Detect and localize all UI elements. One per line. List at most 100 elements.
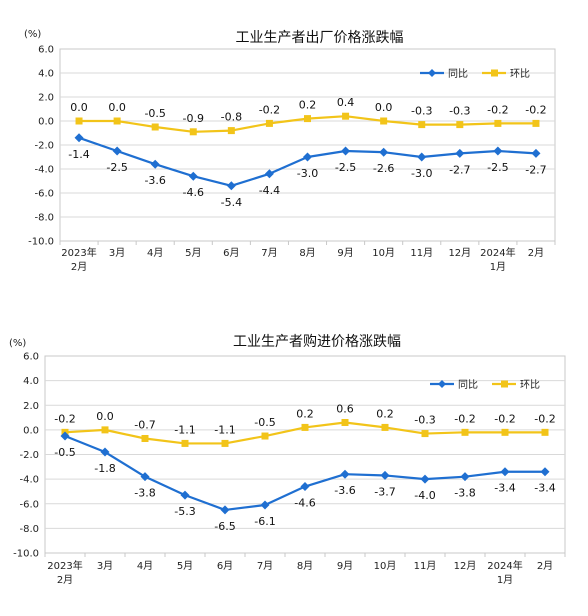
data-point-mom bbox=[532, 119, 540, 127]
data-label-mom: -1.1 bbox=[214, 423, 235, 436]
data-label-mom: -0.5 bbox=[254, 416, 275, 429]
x-tick-label: 5月 bbox=[185, 247, 201, 259]
data-label-mom: -0.2 bbox=[454, 412, 475, 425]
data-label-yoy: -3.4 bbox=[534, 482, 555, 495]
data-point-yoy bbox=[417, 152, 427, 162]
data-point-mom bbox=[151, 123, 159, 131]
legend-marker-yoy bbox=[428, 69, 436, 77]
data-point-mom bbox=[421, 430, 429, 438]
data-point-yoy bbox=[455, 148, 465, 158]
x-tick-label: 5月 bbox=[177, 560, 193, 572]
data-label-yoy: -3.4 bbox=[494, 482, 515, 495]
y-tick-label: 4.0 bbox=[38, 69, 54, 80]
legend-label: 环比 bbox=[520, 379, 540, 391]
data-label-yoy: -2.5 bbox=[106, 161, 127, 174]
x-tick-label: 2023年 bbox=[61, 246, 96, 259]
x-tick-label: 11月 bbox=[414, 560, 437, 572]
data-label-mom: -0.2 bbox=[525, 103, 546, 116]
data-label-mom: -0.9 bbox=[183, 112, 204, 125]
data-label-yoy: -2.5 bbox=[487, 161, 508, 174]
x-tick-label: 3月 bbox=[97, 560, 113, 572]
data-point-yoy bbox=[540, 467, 550, 477]
data-label-mom: -0.2 bbox=[534, 412, 555, 425]
data-point-yoy bbox=[226, 181, 236, 191]
data-point-yoy bbox=[60, 431, 70, 441]
y-tick-label: 0.0 bbox=[23, 425, 39, 436]
x-tick-label: 2月 bbox=[528, 247, 544, 259]
data-point-yoy bbox=[379, 147, 389, 157]
data-point-mom bbox=[221, 439, 229, 447]
data-label-mom: -0.2 bbox=[494, 412, 515, 425]
data-point-yoy bbox=[74, 133, 84, 143]
data-label-yoy: -3.8 bbox=[454, 487, 475, 500]
data-label-mom: -0.5 bbox=[144, 107, 165, 120]
y-tick-label: -6.0 bbox=[34, 189, 54, 200]
y-tick-label: 4.0 bbox=[23, 376, 39, 387]
data-label-yoy: -4.6 bbox=[183, 186, 204, 199]
data-point-mom bbox=[418, 121, 426, 129]
chart-title: 工业生产者购进价格涨跌幅 bbox=[233, 334, 401, 350]
data-label-mom: 0.4 bbox=[337, 96, 355, 109]
data-point-mom bbox=[342, 112, 350, 120]
x-tick-label: 12月 bbox=[448, 247, 471, 259]
data-point-mom bbox=[381, 423, 389, 431]
x-tick-label: 2月 bbox=[71, 261, 87, 273]
data-label-yoy: -3.8 bbox=[134, 487, 155, 500]
data-label-yoy: -6.5 bbox=[214, 520, 235, 533]
data-label-yoy: -5.4 bbox=[221, 196, 242, 209]
data-point-yoy bbox=[500, 467, 510, 477]
x-tick-label: 7月 bbox=[257, 560, 273, 572]
chart-title: 工业生产者出厂价格涨跌幅 bbox=[236, 30, 404, 46]
data-point-mom bbox=[461, 428, 469, 436]
data-label-yoy: -3.7 bbox=[374, 485, 395, 498]
x-tick-label: 6月 bbox=[223, 247, 239, 259]
data-point-mom bbox=[141, 434, 149, 442]
data-label-yoy: -1.8 bbox=[94, 462, 115, 475]
data-point-yoy bbox=[340, 469, 350, 479]
data-point-yoy bbox=[420, 474, 430, 484]
x-tick-label: 7月 bbox=[261, 247, 277, 259]
data-label-mom: -0.2 bbox=[54, 412, 75, 425]
data-label-mom: 0.0 bbox=[375, 101, 393, 114]
data-label-mom: -0.3 bbox=[449, 105, 470, 118]
x-tick-label: 1月 bbox=[497, 574, 513, 586]
legend-marker-yoy bbox=[438, 380, 446, 388]
y-tick-label: 0.0 bbox=[38, 117, 54, 128]
x-tick-label: 2月 bbox=[57, 574, 73, 586]
data-label-mom: 0.0 bbox=[108, 101, 126, 114]
legend-marker-mom bbox=[491, 69, 498, 77]
data-point-mom bbox=[261, 432, 269, 440]
legend-label: 同比 bbox=[458, 379, 478, 391]
legend-label: 环比 bbox=[510, 68, 530, 80]
y-tick-label: -8.0 bbox=[34, 213, 54, 224]
data-label-mom: -0.7 bbox=[134, 418, 155, 431]
data-point-yoy bbox=[460, 472, 470, 482]
x-tick-label: 3月 bbox=[109, 247, 125, 259]
data-label-yoy: -3.6 bbox=[144, 174, 165, 187]
data-point-mom bbox=[541, 428, 549, 436]
data-point-yoy bbox=[264, 169, 274, 179]
x-tick-label: 2023年 bbox=[47, 559, 82, 572]
x-tick-label: 9月 bbox=[337, 247, 353, 259]
data-point-yoy bbox=[140, 472, 150, 482]
chart-2: 6.0 4.0 2.0 0.0 -2.0 -4.0 -6.0 -8.0 -10.0 (%) 工业生产… bbox=[9, 334, 566, 586]
y-tick-label: -2.0 bbox=[34, 141, 54, 152]
data-point-yoy bbox=[180, 490, 190, 500]
data-point-mom bbox=[304, 115, 311, 123]
x-tick-label: 4月 bbox=[147, 247, 163, 259]
data-point-mom bbox=[227, 127, 235, 135]
data-point-mom bbox=[181, 439, 189, 447]
data-point-mom bbox=[265, 119, 273, 127]
data-point-yoy bbox=[150, 159, 160, 169]
data-label-mom: 0.0 bbox=[70, 101, 88, 114]
data-label-yoy: -2.5 bbox=[335, 161, 356, 174]
data-point-mom bbox=[380, 117, 388, 125]
legend-marker-mom bbox=[501, 380, 508, 388]
x-tick-label: 10月 bbox=[374, 560, 397, 572]
data-label-mom: 0.2 bbox=[296, 407, 314, 420]
y-tick-label: -10.0 bbox=[28, 237, 54, 248]
data-label-yoy: -4.6 bbox=[294, 497, 315, 510]
y-tick-label: -4.0 bbox=[34, 165, 54, 176]
y-unit-label: (%) bbox=[9, 338, 26, 349]
